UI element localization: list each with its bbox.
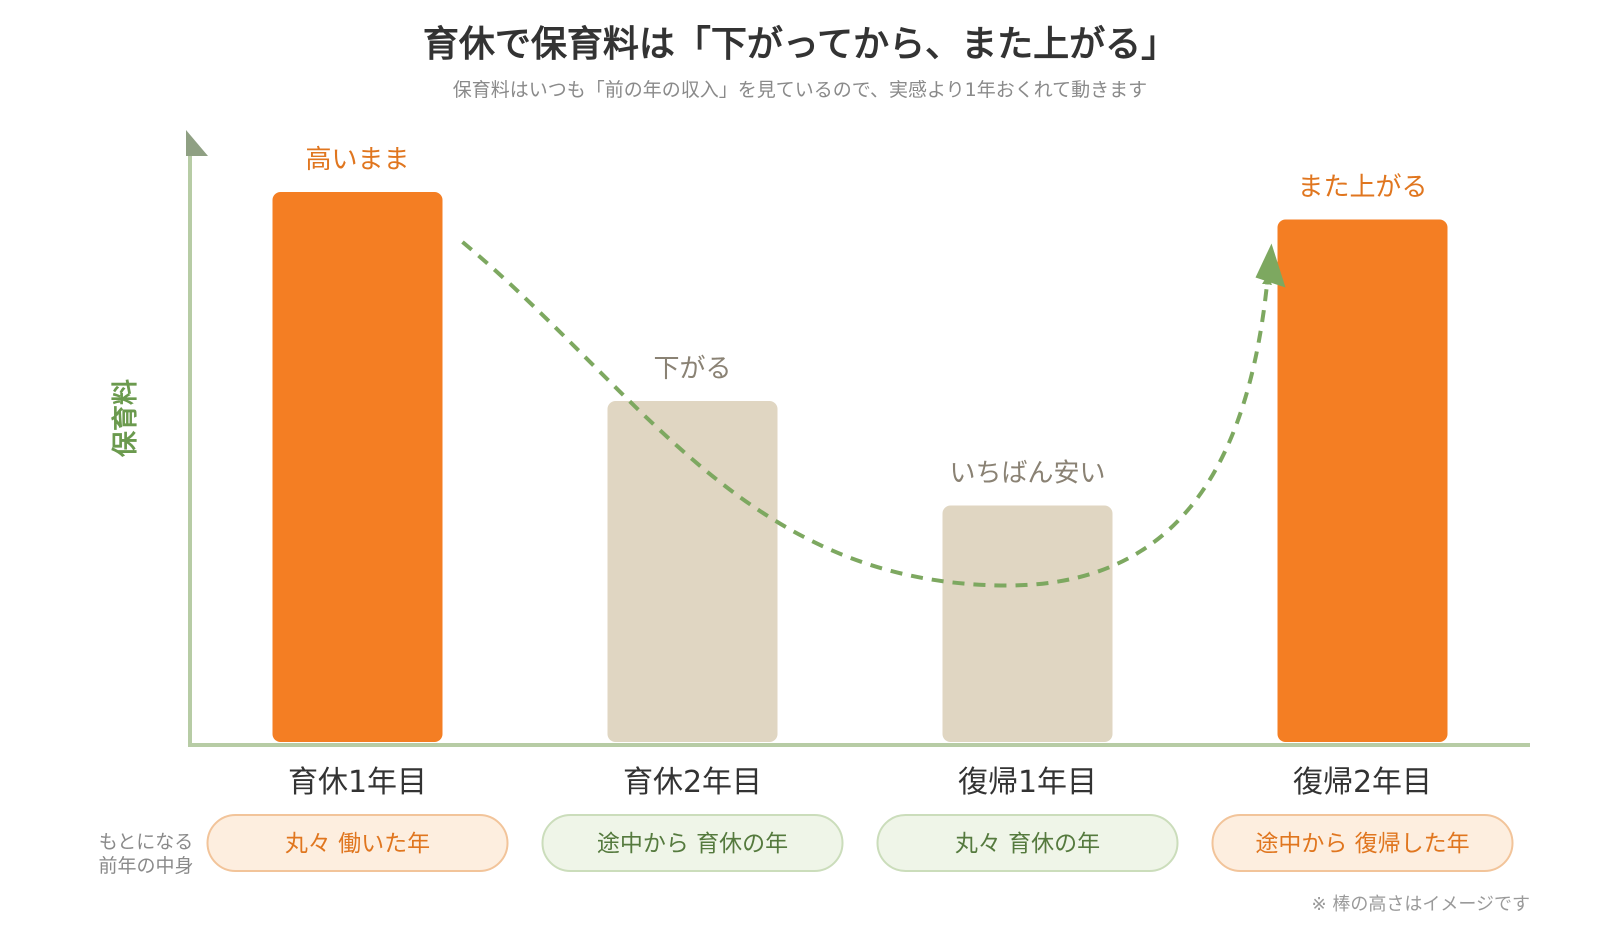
x-tick-label-1: 育休1年目 (288, 765, 427, 800)
basis-label-line1: もとになる (99, 831, 194, 853)
bar-label-3: いちばん安い (949, 459, 1105, 489)
basis-label-line2: 前年の中身 (98, 855, 193, 877)
y-axis-label: 保育料 (110, 379, 141, 458)
basis-pill-2 (541, 814, 844, 872)
bar-3 (942, 505, 1113, 742)
basis-pill-3 (876, 814, 1179, 872)
x-tick-label-2: 育休2年目 (623, 765, 762, 800)
basis-pill-4 (1211, 814, 1514, 872)
basis-pill-text-1: 丸々 働いた年 (285, 831, 430, 857)
bar-4 (1277, 219, 1448, 742)
trend-curve-line (461, 240, 1272, 588)
footnote: ※ 棒の高さはイメージです (1312, 894, 1530, 915)
trend-arrow-icon (1255, 243, 1286, 288)
basis-pill-1 (206, 814, 509, 872)
y-axis-arrow-icon (186, 130, 208, 156)
x-tick-label-3: 復帰1年目 (958, 765, 1097, 800)
bars (272, 192, 1448, 742)
bar-label-4: また上がる (1297, 173, 1427, 203)
bar-1 (272, 192, 443, 742)
bar-label-1: 高いまま (305, 145, 409, 175)
basis-pill-text-3: 丸々 育休の年 (955, 831, 1100, 857)
x-tick-label-4: 復帰2年目 (1293, 765, 1432, 800)
bar-label-2: 下がる (653, 354, 731, 384)
basis-pill-text-4: 途中から 復帰した年 (1255, 831, 1469, 857)
bar-2 (607, 401, 778, 742)
basis-pill-text-2: 途中から 育休の年 (597, 831, 788, 857)
chart-title: 育休で保育料は「下がってから、また上がる」 (423, 24, 1177, 65)
trend-curve (461, 240, 1286, 588)
chart-subtitle: 保育料はいつも「前の年の収入」を見ているので、実感より1年おくれて動きます (453, 79, 1147, 101)
